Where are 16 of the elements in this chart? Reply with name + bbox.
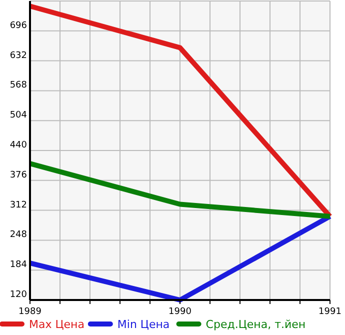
legend-label: Сред.Цена, т.йен <box>206 318 306 331</box>
y-tick-label: 696 <box>10 20 28 31</box>
y-tick-label: 632 <box>10 50 27 61</box>
y-tick-label: 312 <box>10 200 27 210</box>
y-tick-label: 120 <box>10 290 28 300</box>
y-tick-label: 248 <box>10 230 28 240</box>
y-tick-label: 184 <box>10 260 28 270</box>
x-tick-label: 1990 <box>168 307 192 317</box>
x-tick-label: 1989 <box>18 307 42 317</box>
legend-label: Min Цена <box>117 318 170 331</box>
y-tick-label: 376 <box>10 170 28 180</box>
legend-label: Max Цена <box>29 318 84 331</box>
y-tick-label: 504 <box>10 110 28 121</box>
x-tick-label: 1991 <box>318 307 342 317</box>
y-tick-label: 568 <box>10 80 28 91</box>
y-tick-label: 440 <box>10 140 28 150</box>
